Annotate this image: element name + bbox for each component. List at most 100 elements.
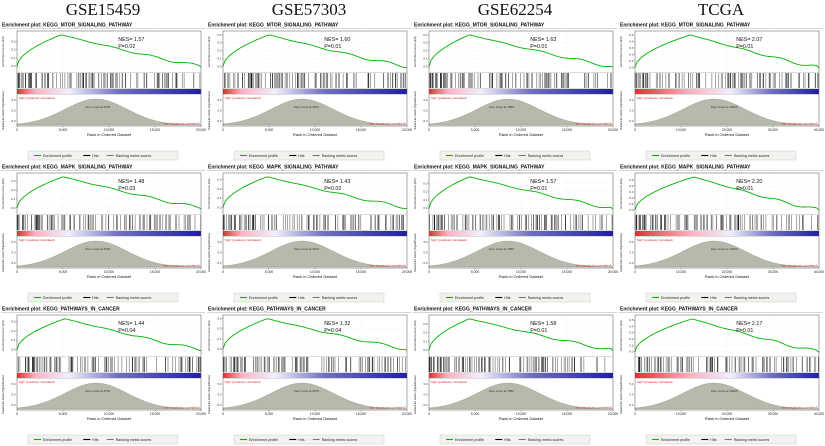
color-band [635,89,819,94]
gsea-panel: Enrichment plot: KEGG_PATHWAYS_IN_CANCER… [206,304,412,446]
gsea-panel: Enrichment plot: KEGG_MAPK_SIGNALING_PAT… [412,162,618,304]
nes-annotation: NES= 2.17 [736,321,762,327]
es-tick-label: 0.1 [629,59,634,63]
low-correlated-annotation: 'low' (negatively correlated) [163,122,199,126]
es-curve [428,318,614,352]
legend-box [233,150,385,161]
p-annotation: P=0.02 [324,186,341,192]
x-tick-label: 30,000 [768,128,778,132]
legend-item-label: Ranking metric scores [322,154,358,158]
x-tick-label: 5,000 [471,128,480,132]
x-axis-label: Rank in Ordered Dataset [87,416,132,421]
es-axis-label: Enrichment score (ES) [619,320,623,350]
nes-annotation: NES= 2.20 [736,179,762,185]
es-tick-label: 0.3 [11,319,16,323]
es-curve [634,34,820,69]
rank-axis-label: Ranked list metric (Signal2Noise) [413,91,417,129]
column-header-gse15459: GSE15459 [65,0,141,19]
gsea-panel: Enrichment plot: KEGG_MTOR_SIGNALING_PAT… [618,20,824,162]
x-tick-label: 0 [634,128,636,132]
low-correlated-annotation: 'low' (negatively correlated) [369,264,405,268]
nes-annotation: NES= 1.43 [324,179,350,185]
gsea-panel: Enrichment plot: KEGG_PATHWAYS_IN_CANCER… [618,304,824,446]
es-tick-label: 0.5 [629,178,634,182]
rank-axis-label: Ranked list metric (Signal2Noise) [1,91,5,129]
rank-tick-label: 5.0 [217,240,221,244]
es-tick-label: 0.0 [629,350,634,354]
legend-item-label: Hits [710,154,716,158]
zero-cross-label: Zero cross at 8781 [85,247,110,251]
x-axis-label: Rank in Ordered Dataset [87,274,132,279]
color-band [223,373,407,378]
color-band [635,373,819,378]
rank-axis-label: Ranked list metric (Signal2Noise) [207,375,211,413]
rank-axis-label: Ranked list metric (Signal2Noise) [619,375,623,413]
es-tick-label: 0.2 [11,48,16,52]
ranking-metric-area [16,98,202,126]
zero-cross-label: Zero cross at 7866 [489,247,514,251]
x-tick-label: 0 [634,412,636,416]
gsea-plot-svg: Enrichment plot: KEGG_PATHWAYS_IN_CANCER… [619,307,824,445]
legend-box [233,292,385,303]
legend-item-label: Hits [710,438,716,442]
es-axis-label: Enrichment score (ES) [207,178,211,208]
x-tick-label: 5,000 [265,270,274,274]
x-axis-label: Rank in Ordered Dataset [499,416,544,421]
es-tick-label: 0.2 [629,52,634,56]
x-tick-label: 20,000 [722,412,732,416]
column-header-gse62254: GSE62254 [477,0,553,19]
x-tick-label: 40,000 [814,270,824,274]
high-correlated-annotation: 'high' (positively correlated) [431,96,467,100]
es-axis-label: Enrichment score (ES) [207,36,211,66]
x-tick-label: 20,000 [722,128,732,132]
x-axis-label: Rank in Ordered Dataset [705,132,750,137]
es-tick-label: 0.0 [423,64,428,68]
low-correlated-annotation: 'low' (negatively correlated) [575,122,611,126]
nes-annotation: NES= 1.48 [118,179,144,185]
plot-grid: Enrichment plot: KEGG_MTOR_SIGNALING_PAT… [0,20,825,446]
rank-tick-label: 5.0 [217,98,221,102]
rank-tick-label: 0.0 [11,251,15,255]
es-axis-label: Enrichment score (ES) [619,36,623,66]
x-tick-label: 15,000 [150,270,160,274]
zero-cross-label: Zero cross at 9076 [294,105,319,109]
rank-tick-label: 0.0 [423,109,427,113]
x-tick-label: 10,000 [104,270,114,274]
legend-item-label: Hits [298,438,304,442]
legend-item-label: Ranking metric scores [116,296,152,300]
rank-axis-label: Ranked list metric (Signal2Noise) [413,233,417,271]
legend-item-label: Hits [710,296,716,300]
gsea-plot-svg: Enrichment plot: KEGG_MAPK_SIGNALING_PAT… [413,165,618,303]
gsea-panel: Enrichment plot: KEGG_MAPK_SIGNALING_PAT… [0,162,206,304]
es-tick-label: 0.2 [423,190,428,194]
es-tick-label: 0.2 [629,196,634,200]
p-annotation: P=0.01 [324,44,341,50]
es-tick-label: 0.1 [423,339,428,343]
x-tick-label: 5,000 [59,270,68,274]
es-curve [222,34,408,69]
rank-tick-label: -5.0 [629,119,634,123]
hits-barcode [428,357,606,372]
panel-title: Enrichment plot: KEGG_MTOR_SIGNALING_PAT… [208,23,339,29]
rank-tick-label: 0.0 [217,251,221,255]
nes-annotation: NES= 1.60 [324,37,350,43]
p-annotation: P=0.01 [530,186,547,192]
es-tick-label: 0.3 [629,46,634,50]
p-annotation: P=0.01 [736,44,753,50]
ranking-metric-area [428,240,614,268]
gsea-plot-svg: Enrichment plot: KEGG_MTOR_SIGNALING_PAT… [619,23,824,161]
hits-barcode [429,73,612,88]
rank-tick-label: 5.0 [423,98,427,102]
es-tick-label: 0.3 [423,41,428,45]
es-tick-label: 0.2 [423,49,428,53]
x-tick-label: 5,000 [265,412,274,416]
es-tick-label: 0.3 [629,190,634,194]
es-tick-label: 0.1 [423,57,428,61]
es-tick-label: 0.3 [423,181,428,185]
x-tick-label: 10,000 [310,128,320,132]
legend-item-label: Enrichment profile [455,154,484,158]
es-tick-label: 0.0 [629,65,634,69]
legend-item-label: Ranking metric scores [528,438,564,442]
gsea-plot-svg: Enrichment plot: KEGG_MTOR_SIGNALING_PAT… [207,23,412,161]
x-tick-label: 10,000 [676,412,686,416]
